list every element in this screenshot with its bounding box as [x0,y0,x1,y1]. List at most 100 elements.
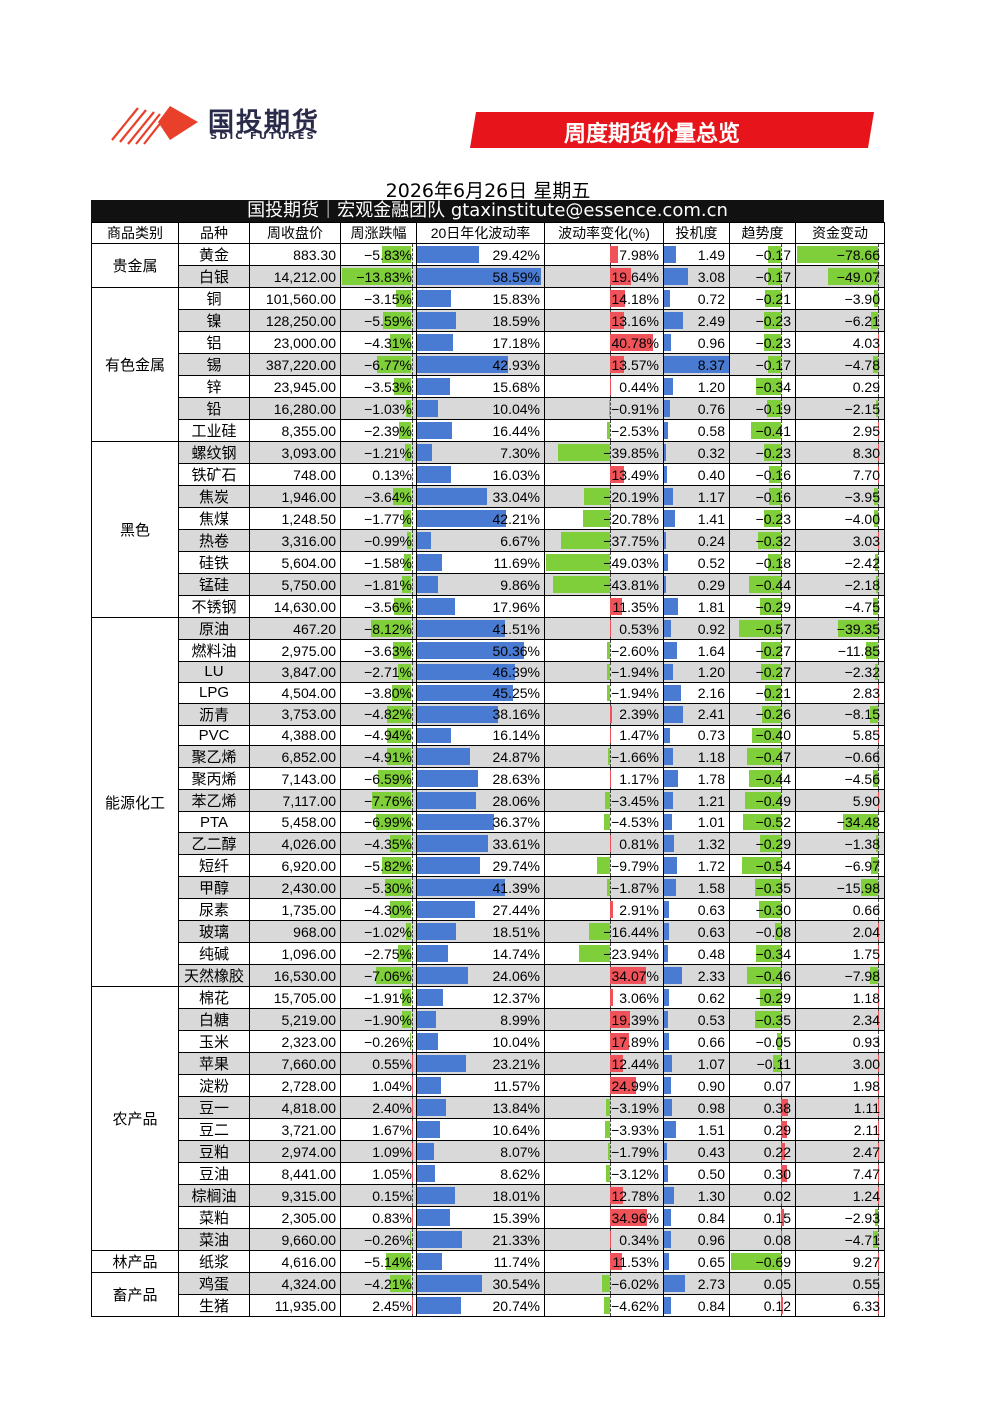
trend-bar [755,1011,781,1029]
fund-bar [877,1253,879,1271]
volchg-cell: 13.16% [544,309,664,332]
volchg-value: −39.85% [603,444,659,461]
fund-cell: −3.90 [795,287,885,310]
volchg-bar [546,554,610,571]
zero-axis [877,244,879,265]
chg-cell: −1.81% [340,573,417,596]
fund-value: −3.95 [844,488,880,505]
vol-bar [417,488,487,505]
zero-axis [877,746,879,767]
volchg-cell: −1.79% [544,1140,664,1164]
zero-axis [877,310,879,331]
vol-cell: 16.03% [416,463,545,486]
commodity-name: LPG [178,681,250,704]
vol-bar [417,705,498,723]
close-value: 7,117.00 [282,792,336,809]
volchg-bar [609,770,612,788]
table-row: 贵金属 黄金 883.30 −5.83% 29.42% 7.98% 1.49 −0.17 −78… [91,243,885,288]
trend-cell: −0.32 [729,529,796,552]
zero-axis [609,552,611,573]
zero-axis [877,332,879,353]
volchg-cell: −4.62% [544,1294,664,1318]
trend-cell: −0.34 [729,375,796,398]
spec-bar [664,814,672,831]
zero-axis [411,1251,413,1272]
fund-cell: −7.98 [795,964,885,988]
chg-value: −1.81% [364,576,412,593]
vol-bar [417,554,442,571]
fund-bar [873,1231,878,1249]
vol-value: 10.64% [492,1121,540,1138]
volchg-cell: −3.45% [544,789,664,813]
zero-axis [411,1141,413,1162]
trend-cell: −0.23 [729,507,796,530]
zero-axis [780,420,782,441]
close-value: 6,920.00 [281,857,337,874]
fund-bar [861,879,878,897]
close-price: 14,630.00 [249,595,341,618]
spec-value: 0.84 [697,1209,725,1226]
table-row: 热卷 3,316.00 −0.99% 6.67% −37.75% 0.24 −0.32 3.0… [92,529,885,552]
spec-bar [664,466,668,483]
volchg-value: 11.35% [612,598,659,615]
zero-axis [780,662,782,682]
zero-axis [609,1273,611,1294]
spec-value: 1.58 [697,879,725,896]
vol-value: 16.14% [492,727,540,744]
fund-bar [842,814,878,831]
zero-axis [877,704,879,725]
trend-bar [780,1209,784,1227]
fund-value: 3.00 [852,1055,880,1072]
volchg-cell: −2.53% [544,419,664,442]
fund-value: −39.35 [836,620,880,637]
chg-cell: −2.39% [340,419,417,442]
zero-axis [780,987,782,1008]
volchg-value: 3.06% [619,989,659,1006]
volchg-bar [609,967,647,985]
trend-value: −0.18 [755,554,791,571]
spec-value: 1.41 [697,510,725,527]
spec-value: 0.63 [697,923,725,940]
trend-value: −0.27 [755,642,791,659]
zero-axis [780,442,782,463]
trend-value: −0.16 [755,466,791,483]
chg-bar [401,1011,412,1029]
close-value: 6,852.00 [281,748,337,765]
fund-value: −4.71 [844,1231,880,1248]
close-value: 1,248.50 [281,510,337,527]
close-price: 1,735.00 [249,898,341,922]
zero-axis [877,530,879,551]
close-price: 4,616.00 [249,1250,341,1274]
spec-cell: 1.01 [663,811,730,834]
chg-value: −5.59% [364,312,412,329]
trend-value: −0.47 [755,748,791,765]
chg-bar [382,857,412,875]
trend-bar [748,576,781,593]
close-price: 2,305.00 [249,1206,341,1230]
close-value: 16,530.00 [273,967,336,984]
spec-cell: 0.72 [663,287,730,310]
volchg-cell: −49.03% [544,551,664,574]
fund-cell: 0.93 [795,1030,885,1054]
vol-value: 12.37% [492,989,540,1006]
commodity-name: 焦煤 [178,507,250,530]
vol-value: 29.42% [492,246,540,263]
spec-cell: 1.21 [663,789,730,813]
volchg-cell: 7.98% [544,243,664,266]
close-price: 1,248.50 [249,507,341,530]
trend-bar [739,620,781,637]
close-price: 467.20 [249,617,341,640]
table-row: 天然橡胶 16,530.00 −7.06% 24.06% 34.07% 2.33 −0.46… [92,964,885,988]
vol-cell: 58.59% [416,265,545,288]
trend-value: −0.34 [755,945,791,962]
zero-axis [411,1229,413,1250]
chg-value: −7.76% [364,792,412,809]
chg-cell: 2.45% [340,1294,417,1318]
volchg-value: −1.94% [611,663,659,680]
volchg-value: 13.57% [611,356,659,373]
fund-value: −0.66 [844,748,880,765]
trend-cell: 0.12 [729,1294,796,1318]
zero-axis [780,618,782,639]
close-price: 7,143.00 [249,767,341,791]
close-value: 748.00 [293,466,336,483]
